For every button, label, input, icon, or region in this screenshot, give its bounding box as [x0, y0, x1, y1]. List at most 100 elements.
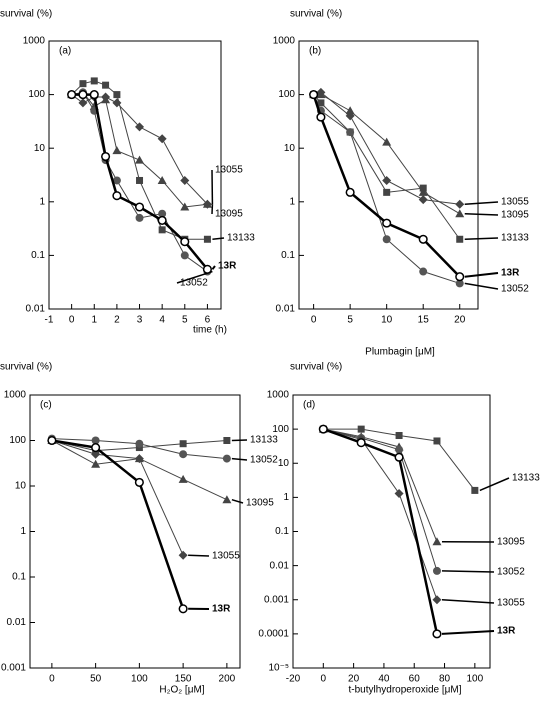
marker-diamond: [179, 551, 188, 560]
marker-circle: [346, 128, 354, 136]
series-label: 13055: [501, 197, 529, 208]
panel: survival (%)t-butylhydroperoxide [μM](d)…: [258, 362, 540, 696]
series-label: 13R: [212, 604, 231, 615]
marker-square: [420, 185, 427, 192]
y-tick-label: 1000: [23, 36, 46, 47]
marker-open-circle: [317, 113, 325, 121]
series-label: 13133: [501, 233, 529, 244]
marker-open-circle: [181, 238, 189, 246]
marker-open-circle: [179, 605, 187, 613]
marker-diamond: [382, 176, 391, 185]
label-leader: [188, 555, 209, 556]
marker-open-circle: [113, 192, 121, 200]
label-leader: [480, 478, 509, 490]
marker-circle: [181, 251, 189, 259]
label-leader: [232, 440, 247, 441]
marker-open-circle: [395, 453, 403, 461]
marker-open-circle: [357, 439, 365, 447]
x-tick-label: 150: [175, 674, 192, 685]
x-tick-label: -1: [45, 315, 54, 326]
y-tick-label: 1: [289, 196, 295, 207]
x-tick-label: 1: [91, 315, 97, 326]
marker-circle: [135, 440, 143, 448]
marker-circle: [383, 235, 391, 243]
plot-frame: [30, 395, 240, 668]
series-label: 13095: [215, 209, 243, 220]
label-leader: [465, 273, 498, 277]
y-tick-label: 100: [9, 435, 26, 446]
y-tick-label: 1: [20, 526, 26, 537]
marker-open-circle: [204, 266, 212, 274]
series-label: 13052: [501, 284, 529, 295]
y-axis-label: survival (%): [0, 362, 52, 373]
marker-open-circle: [90, 91, 98, 99]
label-leader: [442, 600, 494, 603]
panel-label: (c): [40, 400, 52, 411]
series-label: 13052: [497, 567, 525, 578]
marker-square: [159, 226, 166, 233]
series-line: [323, 429, 437, 600]
x-axis-label: Plumbagin [μM]: [365, 347, 435, 358]
marker-square: [113, 91, 120, 98]
marker-triangle: [112, 146, 121, 154]
y-axis-label: survival (%): [290, 9, 342, 20]
marker-open-circle: [136, 479, 144, 487]
marker-circle: [179, 450, 187, 458]
x-tick-label: 2: [114, 315, 120, 326]
marker-square: [223, 437, 230, 444]
label-leader: [465, 202, 498, 204]
marker-square: [433, 437, 440, 444]
marker-open-circle: [158, 217, 166, 225]
y-axis-label: survival (%): [0, 9, 52, 20]
marker-open-circle: [92, 444, 100, 452]
series-label: 13R: [501, 268, 520, 279]
y-tick-label: 1000: [273, 36, 296, 47]
x-tick-label: 5: [182, 315, 188, 326]
y-tick-label: 0.001: [264, 594, 289, 605]
series-label: 13133: [250, 435, 278, 446]
y-tick-label: 10: [284, 143, 296, 154]
label-leader: [465, 238, 498, 239]
marker-triangle: [179, 475, 188, 483]
y-tick-label: 1: [283, 492, 289, 503]
series-line: [52, 441, 183, 556]
marker-diamond: [395, 489, 404, 498]
label-leader: [442, 631, 494, 634]
marker-open-circle: [79, 91, 87, 99]
x-tick-label: 20: [348, 674, 360, 685]
marker-open-circle: [102, 153, 110, 161]
x-axis-label: time (h): [193, 325, 227, 336]
label-leader: [465, 283, 498, 289]
series-label: 13095: [501, 210, 529, 221]
y-tick-label: 1000: [267, 390, 290, 401]
marker-square: [471, 487, 478, 494]
marker-open-circle: [419, 235, 427, 243]
label-leader: [465, 214, 498, 215]
panel: survival (%)Plumbagin [μM](b)0.010.11101…: [273, 9, 529, 358]
label-leader: [232, 459, 247, 460]
y-tick-label: 0.1: [12, 572, 26, 583]
x-tick-label: 0: [311, 315, 317, 326]
marker-triangle: [432, 537, 441, 545]
marker-square: [180, 440, 187, 447]
x-tick-label: 0: [321, 674, 327, 685]
y-tick-label: 10: [278, 458, 290, 469]
label-leader: [442, 571, 494, 572]
marker-square: [204, 236, 211, 243]
marker-square: [79, 80, 86, 87]
series-line: [323, 429, 437, 634]
y-tick-label: 0.01: [276, 304, 296, 315]
marker-open-circle: [310, 91, 318, 99]
x-tick-label: 200: [219, 674, 236, 685]
marker-circle: [223, 455, 231, 463]
series-line: [323, 429, 437, 542]
panel-label: (b): [309, 46, 321, 57]
x-tick-label: 0: [69, 315, 75, 326]
marker-triangle: [455, 209, 464, 217]
marker-diamond: [432, 595, 441, 604]
x-tick-label: 50: [90, 674, 102, 685]
y-tick-label: 10: [34, 143, 46, 154]
x-tick-label: 15: [418, 315, 430, 326]
marker-open-circle: [48, 437, 56, 445]
